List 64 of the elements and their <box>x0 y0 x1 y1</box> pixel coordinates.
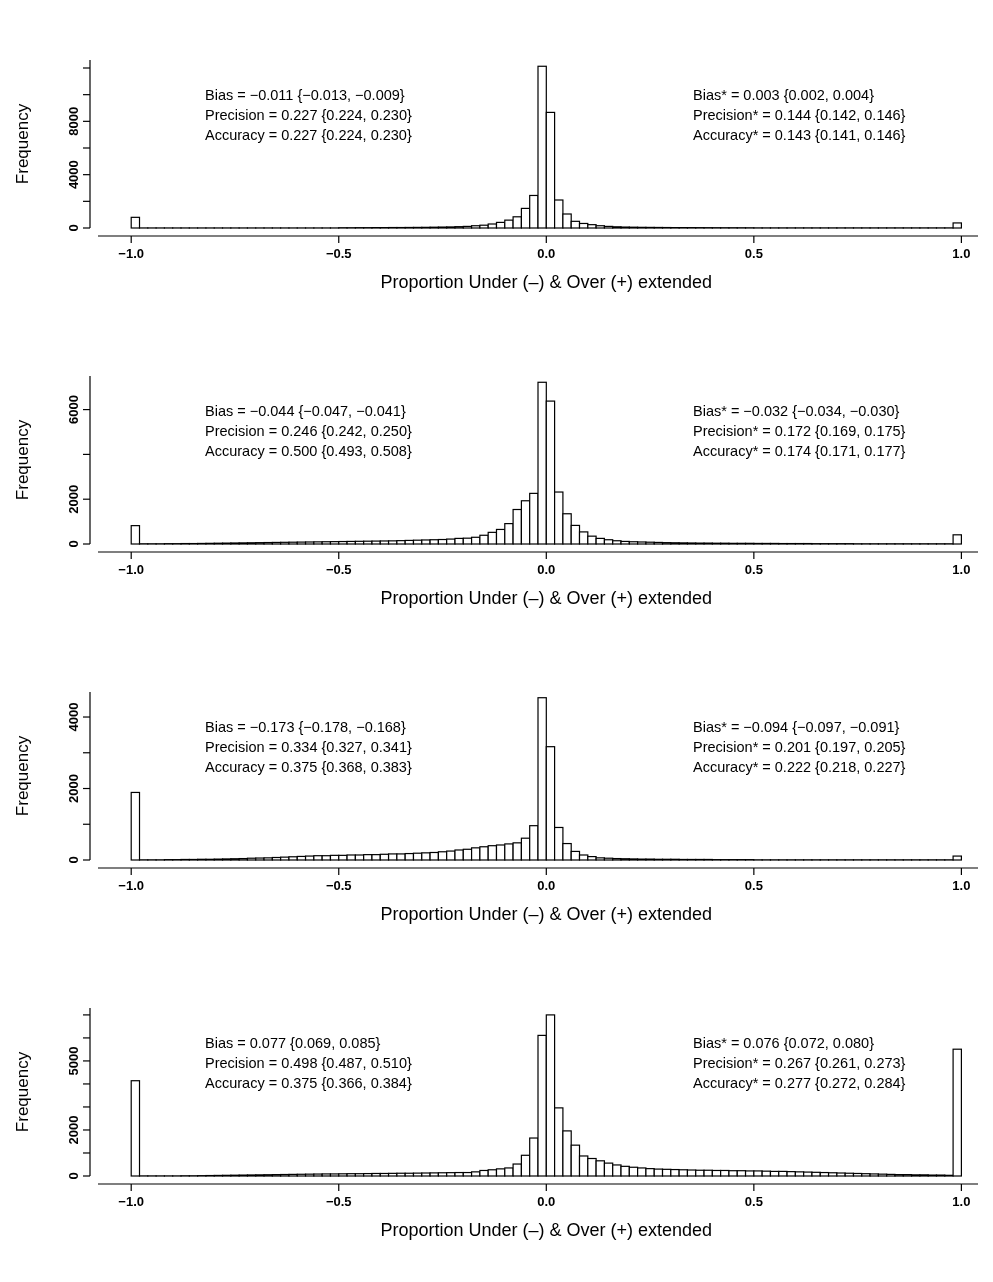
x-tick-label: 0.5 <box>744 1194 763 1209</box>
annotation: Precision = 0.227 {0.224, 0.230} <box>205 107 412 123</box>
x-tick-label: −0.5 <box>325 246 352 261</box>
y-tick-label: 4000 <box>66 702 81 732</box>
x-tick-label: 0.5 <box>744 246 763 261</box>
y-tick-label: 8000 <box>66 106 81 136</box>
annotation: Precision = 0.246 {0.242, 0.250} <box>205 423 412 439</box>
annotation: Accuracy* = 0.222 {0.218, 0.227} <box>693 759 906 775</box>
annotation: Precision* = 0.201 {0.197, 0.205} <box>693 739 906 755</box>
x-axis-title: Proportion Under (–) & Over (+) extended <box>380 272 713 292</box>
annotation: Accuracy = 0.375 {0.368, 0.383} <box>205 759 412 775</box>
y-axis-title: Frequency <box>13 103 32 185</box>
x-tick-label: 0.5 <box>744 878 763 893</box>
y-axis-title: Frequency <box>13 419 32 501</box>
x-tick-label: 0.5 <box>744 562 763 577</box>
y-tick-label: 0 <box>66 856 81 864</box>
annotation: Bias = −0.044 {−0.047, −0.041} <box>205 403 406 419</box>
annotation: Precision* = 0.172 {0.169, 0.175} <box>693 423 906 439</box>
y-tick-label: 2000 <box>66 774 81 803</box>
annotation: Accuracy* = 0.277 {0.272, 0.284} <box>693 1075 906 1091</box>
annotation: Accuracy = 0.500 {0.493, 0.508} <box>205 443 412 459</box>
y-tick-label: 0 <box>66 224 81 232</box>
x-tick-label: −1.0 <box>118 1194 145 1209</box>
annotation: Bias = −0.173 {−0.178, −0.168} <box>205 719 406 735</box>
x-axis-title: Proportion Under (–) & Over (+) extended <box>380 588 713 608</box>
x-axis-title: Proportion Under (–) & Over (+) extended <box>380 904 713 924</box>
x-tick-label: 1.0 <box>952 246 971 261</box>
x-tick-label: −1.0 <box>118 562 145 577</box>
annotation: Accuracy* = 0.143 {0.141, 0.146} <box>693 127 906 143</box>
annotation: Bias* = 0.076 {0.072, 0.080} <box>693 1035 875 1051</box>
y-tick-label: 5000 <box>66 1046 81 1076</box>
x-tick-label: 0.0 <box>537 1194 556 1209</box>
y-tick-label: 2000 <box>66 484 81 514</box>
annotation: Bias = 0.077 {0.069, 0.085} <box>205 1035 381 1051</box>
x-tick-label: 1.0 <box>952 878 971 893</box>
x-axis-title: Proportion Under (–) & Over (+) extended <box>380 1220 713 1240</box>
x-tick-label: −0.5 <box>325 878 352 893</box>
x-tick-label: 0.0 <box>537 246 556 261</box>
y-axis-title: Frequency <box>13 1051 32 1133</box>
annotation: Bias = −0.011 {−0.013, −0.009} <box>205 87 405 103</box>
annotation: Bias* = −0.094 {−0.097, −0.091} <box>693 719 900 735</box>
x-tick-label: −1.0 <box>118 878 145 893</box>
y-tick-label: 6000 <box>66 395 81 425</box>
annotation: Precision* = 0.144 {0.142, 0.146} <box>693 107 906 123</box>
annotation: Accuracy = 0.375 {0.366, 0.384} <box>205 1075 412 1091</box>
y-tick-label: 0 <box>66 540 81 548</box>
x-tick-label: −0.5 <box>325 562 352 577</box>
y-tick-label: 2000 <box>66 1115 81 1145</box>
x-tick-label: 1.0 <box>952 1194 971 1209</box>
annotation: Precision = 0.498 {0.487, 0.510} <box>205 1055 412 1071</box>
annotation: Accuracy = 0.227 {0.224, 0.230} <box>205 127 412 143</box>
annotation: Bias* = −0.032 {−0.034, −0.030} <box>693 403 900 419</box>
x-tick-label: 0.0 <box>537 878 556 893</box>
y-axis-title: Frequency <box>13 735 32 817</box>
x-tick-label: 1.0 <box>952 562 971 577</box>
annotation: Precision = 0.334 {0.327, 0.341} <box>205 739 412 755</box>
x-tick-label: −1.0 <box>118 246 145 261</box>
annotation: Bias* = 0.003 {0.002, 0.004} <box>693 87 875 103</box>
x-tick-label: −0.5 <box>325 1194 352 1209</box>
y-tick-label: 0 <box>66 1172 81 1180</box>
y-tick-label: 4000 <box>66 160 81 190</box>
annotation: Precision* = 0.267 {0.261, 0.273} <box>693 1055 906 1071</box>
x-tick-label: 0.0 <box>537 562 556 577</box>
annotation: Accuracy* = 0.174 {0.171, 0.177} <box>693 443 906 459</box>
